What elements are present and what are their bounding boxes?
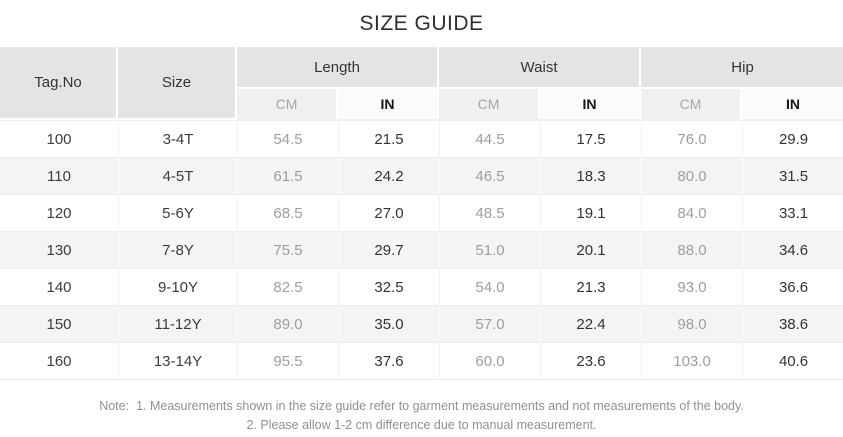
- note-label: Note:: [99, 399, 130, 413]
- waist-cm-cell: 54.0: [439, 268, 541, 305]
- length-in-cell: 29.7: [338, 231, 440, 268]
- hip-cm-cell: 103.0: [641, 342, 743, 380]
- size-header: Size: [118, 47, 237, 120]
- length-cm-cell: 54.5: [237, 120, 338, 157]
- note-line-2: 2. Please allow 1-2 cm difference due to…: [0, 416, 843, 435]
- waist-cm-cell: 60.0: [439, 342, 541, 380]
- header-unit-row: CM IN CM IN CM IN: [0, 89, 843, 120]
- length-cm-cell: 82.5: [237, 268, 338, 305]
- length-cm-cell: 89.0: [237, 305, 338, 342]
- table-body: 100 3-4T 54.5 21.5 44.5 17.5 76.0 29.9 1…: [0, 120, 843, 380]
- tag-no-header: Tag.No: [0, 47, 118, 120]
- waist-cm-subheader: CM: [439, 89, 541, 120]
- size-cell: 13-14Y: [118, 342, 237, 380]
- size-cell: 4-5T: [118, 157, 237, 194]
- waist-in-cell: 17.5: [540, 120, 642, 157]
- waist-group-header: Waist: [439, 47, 642, 89]
- hip-in-cell: 36.6: [742, 268, 843, 305]
- tag-no-cell: 130: [0, 231, 118, 268]
- length-cm-cell: 75.5: [237, 231, 338, 268]
- measurement-note: Note: 1. Measurements shown in the size g…: [0, 397, 843, 436]
- size-cell: 5-6Y: [118, 194, 237, 231]
- size-cell: 7-8Y: [118, 231, 237, 268]
- page-title: SIZE GUIDE: [359, 12, 484, 35]
- header-group-row: Tag.No Size Length Waist Hip: [0, 47, 843, 120]
- hip-cm-subheader: CM: [641, 89, 743, 120]
- hip-in-cell: 29.9: [742, 120, 843, 157]
- tag-no-cell: 110: [0, 157, 118, 194]
- hip-cm-cell: 98.0: [641, 305, 743, 342]
- waist-in-cell: 19.1: [540, 194, 642, 231]
- hip-cm-cell: 84.0: [641, 194, 743, 231]
- hip-cm-cell: 88.0: [641, 231, 743, 268]
- hip-in-cell: 34.6: [742, 231, 843, 268]
- length-in-cell: 37.6: [338, 342, 440, 380]
- size-guide-table: Tag.No Size Length Waist Hip CM IN CM IN…: [0, 47, 843, 380]
- length-in-cell: 35.0: [338, 305, 440, 342]
- table-row: 130 7-8Y 75.5 29.7 51.0 20.1 88.0 34.6: [0, 231, 843, 268]
- length-cm-cell: 95.5: [237, 342, 338, 380]
- size-cell: 9-10Y: [118, 268, 237, 305]
- hip-in-cell: 33.1: [742, 194, 843, 231]
- length-cm-subheader: CM: [237, 89, 338, 120]
- tag-no-cell: 150: [0, 305, 118, 342]
- table-row: 100 3-4T 54.5 21.5 44.5 17.5 76.0 29.9: [0, 120, 843, 157]
- waist-in-cell: 20.1: [540, 231, 642, 268]
- waist-cm-cell: 46.5: [439, 157, 541, 194]
- hip-in-cell: 38.6: [742, 305, 843, 342]
- size-cell: 11-12Y: [118, 305, 237, 342]
- hip-in-cell: 31.5: [742, 157, 843, 194]
- tag-no-cell: 120: [0, 194, 118, 231]
- table-row: 110 4-5T 61.5 24.2 46.5 18.3 80.0 31.5: [0, 157, 843, 194]
- table-row: 150 11-12Y 89.0 35.0 57.0 22.4 98.0 38.6: [0, 305, 843, 342]
- waist-in-cell: 21.3: [540, 268, 642, 305]
- table-header: Tag.No Size Length Waist Hip CM IN CM IN…: [0, 47, 843, 120]
- length-cm-cell: 68.5: [237, 194, 338, 231]
- length-group-header: Length: [237, 47, 440, 89]
- tag-no-cell: 140: [0, 268, 118, 305]
- waist-cm-cell: 51.0: [439, 231, 541, 268]
- waist-cm-cell: 57.0: [439, 305, 541, 342]
- waist-cm-cell: 44.5: [439, 120, 541, 157]
- hip-cm-cell: 76.0: [641, 120, 743, 157]
- hip-in-subheader: IN: [742, 89, 843, 120]
- tag-no-cell: 100: [0, 120, 118, 157]
- length-in-cell: 27.0: [338, 194, 440, 231]
- hip-cm-cell: 93.0: [641, 268, 743, 305]
- length-in-cell: 21.5: [338, 120, 440, 157]
- length-in-subheader: IN: [338, 89, 440, 120]
- length-in-cell: 24.2: [338, 157, 440, 194]
- length-in-cell: 32.5: [338, 268, 440, 305]
- table-row: 160 13-14Y 95.5 37.6 60.0 23.6 103.0 40.…: [0, 342, 843, 380]
- hip-group-header: Hip: [641, 47, 843, 89]
- note-line-1: Note: 1. Measurements shown in the size g…: [0, 397, 843, 416]
- hip-cm-cell: 80.0: [641, 157, 743, 194]
- waist-in-subheader: IN: [540, 89, 642, 120]
- table-row: 120 5-6Y 68.5 27.0 48.5 19.1 84.0 33.1: [0, 194, 843, 231]
- waist-cm-cell: 48.5: [439, 194, 541, 231]
- waist-in-cell: 22.4: [540, 305, 642, 342]
- table-row: 140 9-10Y 82.5 32.5 54.0 21.3 93.0 36.6: [0, 268, 843, 305]
- size-cell: 3-4T: [118, 120, 237, 157]
- waist-in-cell: 18.3: [540, 157, 642, 194]
- note-text-1: 1. Measurements shown in the size guide …: [136, 399, 744, 413]
- tag-no-cell: 160: [0, 342, 118, 380]
- waist-in-cell: 23.6: [540, 342, 642, 380]
- note-text-2: 2. Please allow 1-2 cm difference due to…: [246, 418, 597, 433]
- hip-in-cell: 40.6: [742, 342, 843, 380]
- length-cm-cell: 61.5: [237, 157, 338, 194]
